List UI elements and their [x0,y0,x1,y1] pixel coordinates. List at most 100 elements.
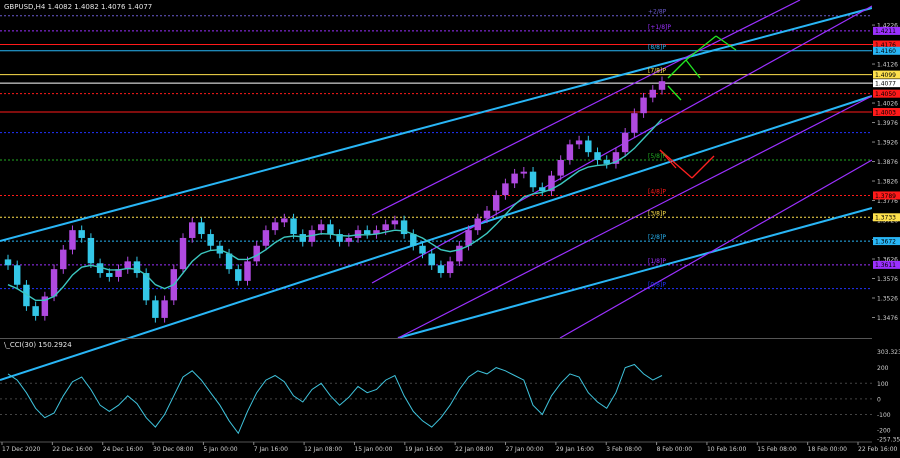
green-forecast-arrow [685,59,701,79]
level-price-label: 1.4160 [875,48,896,55]
level-price-label: 1.4077 [875,80,896,87]
price-tick-label: 1.3526 [877,296,898,303]
level-price-label: 1.4099 [875,72,896,79]
level-price-label: 1.4211 [875,28,896,35]
candle-body [437,265,445,274]
candle-body [373,230,380,235]
candle-body [281,218,288,223]
time-tick-label: 12 Jan 08:00 [304,446,342,453]
time-tick-label: 18 Feb 00:00 [808,446,848,453]
candle-body [640,97,647,114]
moving-average-line [7,118,663,301]
level-price-marker [873,260,900,269]
level-price-marker [873,191,900,200]
level-price-marker [873,237,900,246]
candle-body [446,261,454,274]
time-tick-label: 8 Feb 00:00 [657,446,693,453]
level-tag: +2/8P [648,9,667,16]
level-price-label: 1.4176 [875,42,896,49]
candle-body [354,230,362,238]
candle-body [152,300,159,318]
candle-body [235,269,242,281]
cci-tick-label: -200 [877,428,891,435]
candle-body [428,253,435,266]
candle-body [253,245,260,262]
trend-line [0,7,873,242]
time-tick-label: 30 Dec 08:00 [153,446,194,453]
regression-channel-line [371,0,801,216]
level-price-marker [873,46,900,55]
candle-body [465,230,472,246]
level-price-label: 1.3672 [875,238,896,245]
regression-channel-line [559,159,873,339]
level-tags: +2/8P [+1/8]P [8/8]P [7/8]P [5/8]P [4/8]P [3/8… [648,9,671,289]
candle-body [124,261,131,270]
candle-body [198,222,205,235]
candle-body [327,224,334,235]
level-tag: [0/8]P [648,282,666,289]
trend-channels[interactable] [0,0,873,381]
level-tag: [1/8]P [648,258,666,265]
candle-body [115,269,122,277]
level-tag: [5/8]P [648,153,666,160]
level-price-marker [873,89,900,98]
candle-body [142,273,150,301]
price-tick-label: 1.4126 [877,62,898,69]
time-tick-label: 3 Feb 08:00 [606,446,642,453]
level-price-marker [873,79,900,88]
time-axis: 17 Dec 2020 22 Dec 16:00 24 Dec 16:00 30 De… [0,441,900,454]
candle-body [41,296,49,316]
level-tag: [3/8]P [648,210,666,217]
level-tag: [+1/8]P [648,24,671,31]
candle-body [382,224,389,231]
candle-body [511,173,518,184]
candle-body [244,261,251,281]
candle-body [631,113,638,133]
candle-body [133,261,141,274]
time-tick-label: 27 Jan 00:00 [506,446,544,453]
cci-pane [0,382,872,416]
time-tick-label: 22 Jan 08:00 [455,446,493,453]
candle-body [585,140,592,153]
candle-body [557,159,564,176]
cci-tick-label: 100 [877,381,889,388]
candle-body [106,273,113,277]
candle-body [4,259,12,266]
pane-divider[interactable] [0,338,872,339]
candle-body [492,195,500,211]
level-price-label: 1.3733 [875,215,896,222]
price-tick-label: 1.3926 [877,140,898,147]
candle-body [271,222,279,231]
candle-body [548,175,555,192]
candle-body [364,230,371,235]
forecast-arrows [659,35,737,179]
candle-body [658,81,666,90]
green-forecast-arrow [715,35,737,51]
candle-body [520,171,528,174]
level-price-marker [873,213,900,222]
price-tick-label: 1.3826 [877,179,898,186]
candle-body [603,159,610,164]
time-tick-label: 19 Jan 16:00 [405,446,443,453]
candle-body [50,269,58,297]
candle-body [32,306,39,316]
green-forecast-arrow [667,59,687,79]
level-tag: [8/8]P [648,44,666,51]
time-tick-label: 5 Jan 00:00 [203,446,237,453]
level-price-marker [873,26,900,35]
candle-body [419,245,426,254]
candle-body [410,234,417,246]
trend-line [0,95,873,381]
red-forecast-arrow [691,155,715,179]
green-forecast-arrow [667,85,682,101]
candle-body [529,171,537,188]
time-tick-label: 22 Feb 16:00 [858,446,898,453]
candle-body [13,265,21,285]
regression-channel-line [397,95,873,339]
candle-body [566,144,574,160]
green-forecast-arrow [685,35,717,61]
symbol-info: GBPUSD,H4 1.4082 1.4082 1.4076 1.4077 [4,3,152,11]
candle-body [69,230,76,250]
